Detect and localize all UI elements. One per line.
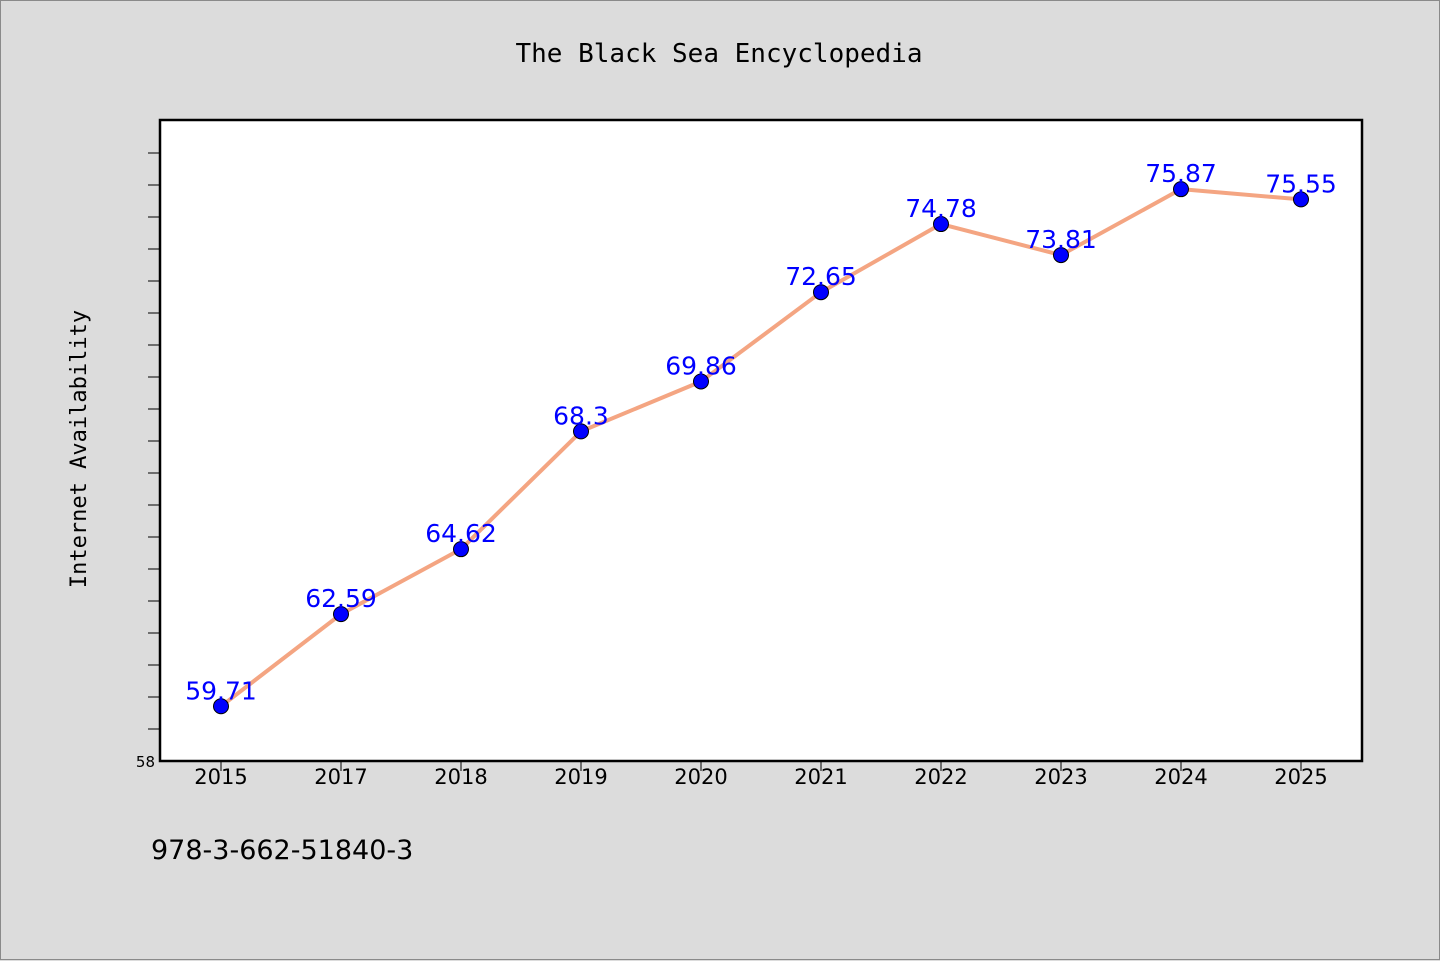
data-point <box>1053 247 1069 264</box>
data-label: 75.87 <box>1145 159 1217 188</box>
series-line <box>219 187 1303 709</box>
data-point <box>213 698 229 715</box>
data-label: 73.81 <box>1025 225 1097 254</box>
x-tick-label: 2025 <box>1274 765 1327 789</box>
data-point <box>933 216 949 233</box>
data-point <box>333 606 349 623</box>
data-label: 64.62 <box>425 519 497 548</box>
y-axis-ticks: 58 <box>136 152 160 771</box>
data-point <box>573 423 589 440</box>
book-identifier: 978-3-662-51840-3 <box>151 835 414 866</box>
data-point <box>693 373 709 390</box>
plot-area <box>158 118 1364 763</box>
y-axis-label: Internet Availability <box>67 310 92 588</box>
x-tick-label: 2018 <box>434 765 487 789</box>
data-label: 69.86 <box>665 351 737 380</box>
x-tick-label: 2015 <box>194 765 247 789</box>
x-tick-label: 2019 <box>554 765 607 789</box>
x-tick-label: 2024 <box>1154 765 1207 789</box>
data-label: 68.3 <box>553 401 609 430</box>
data-point <box>1293 191 1309 208</box>
data-point <box>453 541 469 558</box>
data-label: 72.65 <box>785 262 857 291</box>
data-label: 75.55 <box>1265 169 1337 198</box>
y-tick-label: 58 <box>136 753 155 771</box>
series-markers <box>213 181 1309 715</box>
x-tick-label: 2021 <box>794 765 847 789</box>
x-tick-label: 2017 <box>314 765 367 789</box>
chart-title: The Black Sea Encyclopedia <box>516 39 923 69</box>
data-label: 74.78 <box>905 194 977 223</box>
data-label: 62.59 <box>305 584 377 613</box>
x-tick-label: 2023 <box>1034 765 1087 789</box>
data-point <box>813 284 829 301</box>
x-axis-ticks: 2015 2017 2018 2019 2020 2021 2022 2023 2024 2025 <box>194 762 1328 789</box>
data-labels: 59.71 62.59 64.62 68.3 69.86 72.65 74.78 73.81 7… <box>185 159 1337 705</box>
x-tick-label: 2020 <box>674 765 727 789</box>
x-tick-label: 2022 <box>914 765 967 789</box>
data-label: 59.71 <box>185 676 257 705</box>
data-point <box>1173 181 1189 198</box>
